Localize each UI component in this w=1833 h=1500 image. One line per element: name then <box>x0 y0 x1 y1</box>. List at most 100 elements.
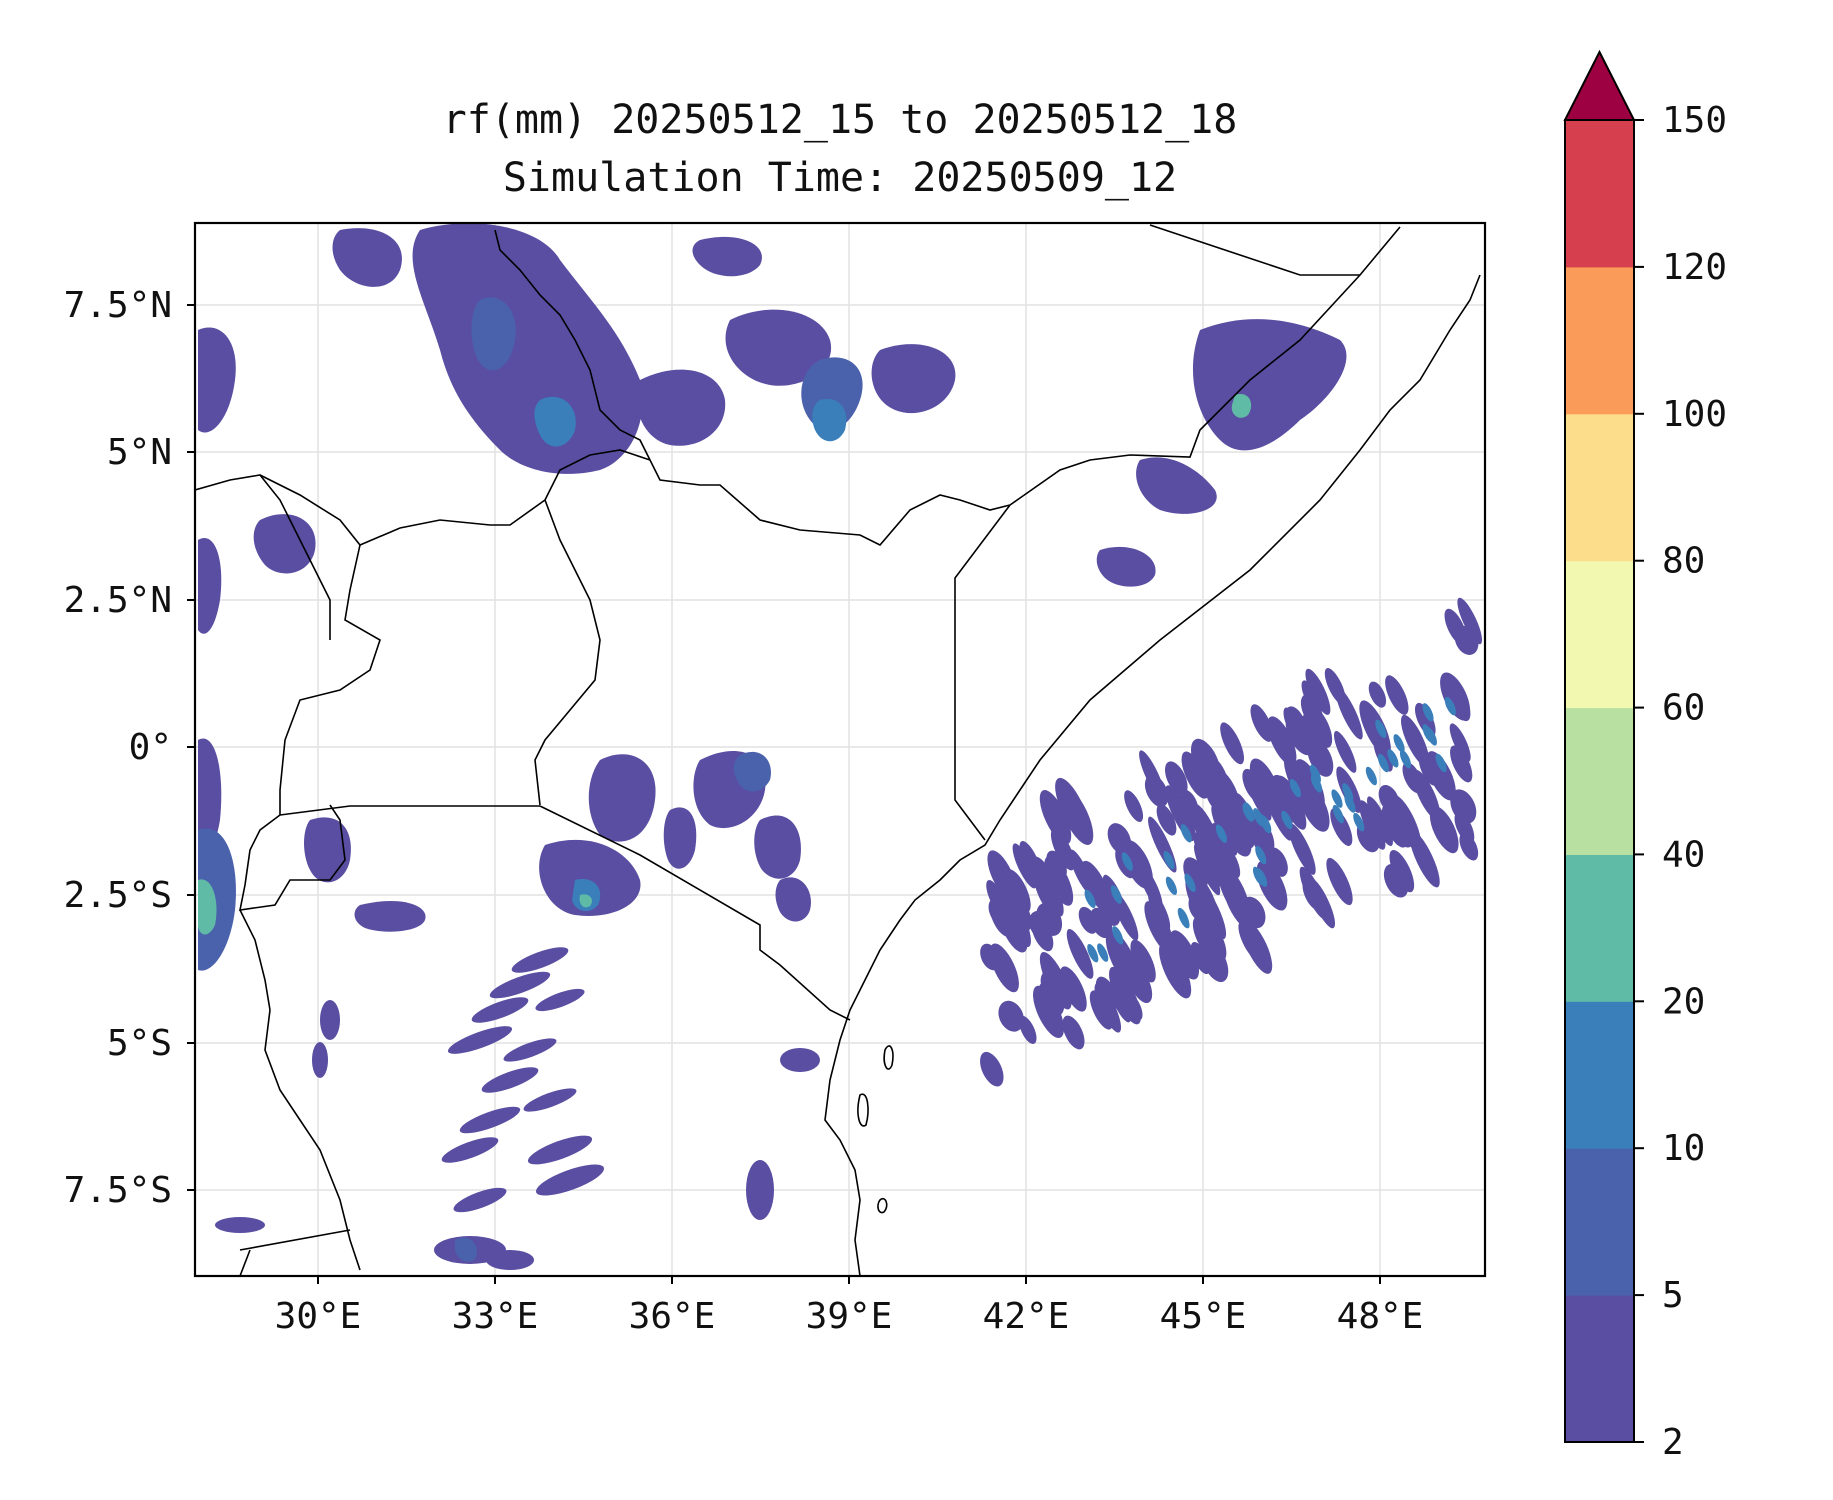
rain-streak <box>1089 990 1114 1030</box>
rain-streak-strong <box>1331 789 1343 808</box>
rain-streak-strong <box>1180 824 1192 843</box>
rain-streak-strong <box>1110 885 1122 904</box>
map-title-line-1: rf(mm) 20250512_15 to 20250512_18 <box>442 97 1238 143</box>
rain-streak <box>1130 939 1156 983</box>
rain-streak <box>1193 843 1221 896</box>
rain-streak <box>1205 778 1231 814</box>
colorbar-segment <box>1565 413 1634 562</box>
rain-streak <box>1250 704 1273 742</box>
rain-streak <box>1220 722 1244 765</box>
rain-streak <box>1066 928 1094 979</box>
rain-streak <box>1188 892 1212 923</box>
rain-streak <box>1459 832 1479 861</box>
lon-tick-label: 45°E <box>1160 1296 1247 1337</box>
rain-streak <box>1389 849 1415 893</box>
rain-streak <box>1301 680 1320 713</box>
rain-streak-strong <box>1165 876 1177 896</box>
rain-streak <box>1190 802 1221 859</box>
rain-patch <box>733 751 771 792</box>
rain-streak <box>1164 761 1188 796</box>
rain-streak <box>1402 762 1423 794</box>
rain-streak <box>1256 860 1288 911</box>
rain-patch <box>725 309 832 386</box>
rain-streak <box>1426 751 1456 801</box>
colorbar-label: 100 <box>1662 394 1727 435</box>
rain-streak <box>1062 1015 1085 1050</box>
rain-streak-strong <box>1281 810 1293 830</box>
colorbar-segment <box>1565 1148 1634 1296</box>
rain-streak <box>1368 681 1387 708</box>
rain-streak <box>1367 796 1393 847</box>
lon-tick-label: 36°E <box>629 1296 716 1337</box>
rain-streak <box>1276 775 1307 830</box>
rain-patch <box>332 228 402 287</box>
rain-patch <box>198 828 236 971</box>
rain-streak-strong <box>1375 719 1387 739</box>
rain-streak <box>990 899 1015 938</box>
rain-patch <box>304 817 351 883</box>
rain-streak <box>1181 751 1210 799</box>
lon-tick-label: 33°E <box>452 1296 539 1337</box>
rain-patch <box>1231 394 1252 418</box>
rain-streak-strong <box>1097 943 1109 962</box>
rain-streak <box>1033 861 1064 917</box>
rain-streak <box>1138 864 1163 910</box>
rain-streak <box>1089 907 1113 939</box>
rain-patch <box>198 879 217 935</box>
lat-tick-label: 7.5°N <box>64 285 172 326</box>
rain-streak <box>1205 756 1229 793</box>
rain-patch <box>812 399 847 442</box>
colorbar-segment <box>1565 120 1634 268</box>
rain-streak-strong <box>1289 778 1301 798</box>
rain-streak <box>1044 856 1074 906</box>
map-frame <box>193 221 1487 1278</box>
rain-streak-strong <box>1253 808 1265 827</box>
rain-streaks-tanzania <box>215 947 820 1270</box>
rain-streak <box>989 943 1019 993</box>
rain-patch <box>692 236 762 277</box>
rain-streak-strong <box>1084 889 1096 909</box>
rain-streak-strong <box>1399 749 1412 769</box>
rain-streak <box>1124 790 1144 822</box>
rain-streak <box>1055 777 1089 837</box>
rain-streak <box>1326 857 1353 906</box>
rain-streak <box>1050 828 1075 871</box>
rain-streak-strong <box>1112 926 1124 945</box>
rain-patch <box>198 538 222 634</box>
rain-streak <box>1440 672 1471 721</box>
colorbar-frame <box>1564 119 1635 1443</box>
rain-streak-strong <box>1435 753 1447 773</box>
rain-streak <box>1288 823 1316 875</box>
rain-streak <box>1450 745 1473 783</box>
rain-streak <box>1249 758 1281 810</box>
rain-streaks-ocean-strong <box>1084 696 1456 963</box>
lon-tick-label: 39°E <box>806 1296 893 1337</box>
rain-streak-strong <box>1377 753 1389 773</box>
lon-tick-label: 30°E <box>275 1296 362 1337</box>
rain-streak <box>1144 901 1175 954</box>
rain-streak <box>1222 877 1253 929</box>
rain-streak <box>1401 714 1430 767</box>
lon-tick-label: 42°E <box>983 1296 1070 1337</box>
rain-streak <box>1004 869 1031 913</box>
rain-streak <box>1385 801 1414 848</box>
rain-streak-strong <box>1387 749 1399 768</box>
rain-streak-strong <box>1309 764 1321 784</box>
rain-streak <box>1305 668 1331 715</box>
rain-patch <box>1192 319 1347 451</box>
lon-tick-label: 48°E <box>1337 1296 1424 1337</box>
rain-streak <box>1334 730 1357 773</box>
rain-streak-strong <box>1121 852 1133 871</box>
rain-streak <box>1156 804 1177 836</box>
rain-streak <box>1159 942 1192 999</box>
rain-patch <box>775 877 811 922</box>
rain-streak-strong <box>1087 943 1099 963</box>
rain-streak <box>998 1000 1024 1032</box>
rain-streak <box>1102 884 1121 914</box>
rain-streak <box>1039 790 1072 845</box>
rain-patch <box>754 815 801 879</box>
rain-streak-strong <box>1353 812 1365 832</box>
lat-tick-label: 7.5°S <box>64 1170 172 1211</box>
rain-streak-strong <box>1444 696 1456 716</box>
rain-streak-strong <box>1184 873 1196 893</box>
